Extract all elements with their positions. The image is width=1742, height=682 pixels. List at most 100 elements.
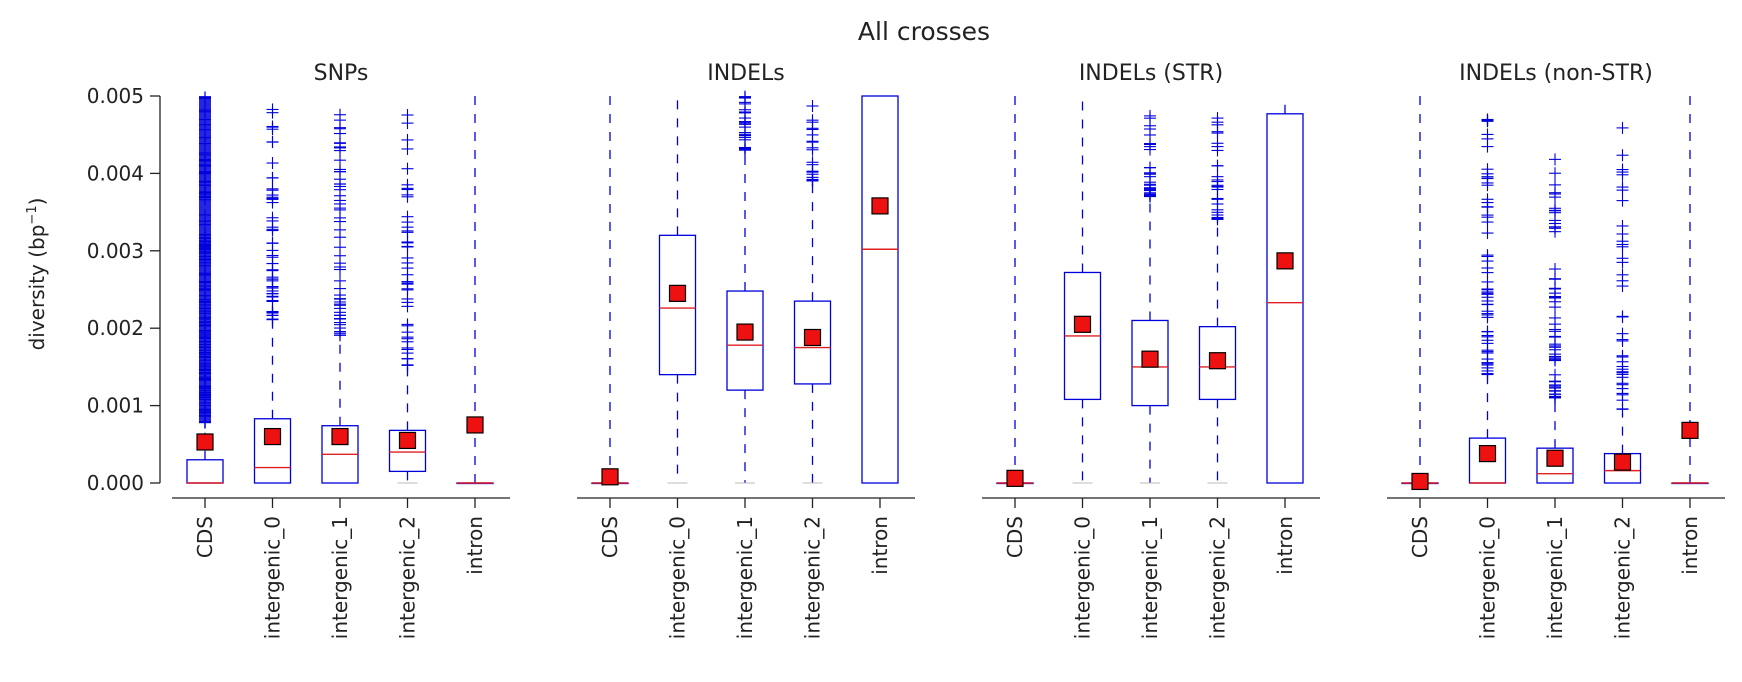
flier-dense-band xyxy=(199,96,211,423)
box-intergenic_1: intergenic_1 xyxy=(1536,153,1574,639)
box-iqr xyxy=(1536,447,1574,484)
panel-3: INDELs (non-STR) CDS intergenic_0 intergeni… xyxy=(1387,61,1725,639)
box-intron: intron xyxy=(456,96,494,575)
x-tick-label: intergenic_1 xyxy=(733,516,757,639)
mean-marker xyxy=(331,427,349,446)
panel-title: INDELs (non-STR) xyxy=(1459,61,1653,86)
mean-marker xyxy=(736,323,754,341)
panel-1: INDELs CDS intergenic_0 intergenic_1 interge… xyxy=(577,61,915,639)
box-intergenic_2: intergenic_2 xyxy=(388,109,427,639)
mean-marker xyxy=(1208,352,1227,370)
box-iqr xyxy=(253,418,292,484)
box-intergenic_0: intergenic_0 xyxy=(1468,113,1507,639)
x-tick-label: intergenic_1 xyxy=(1543,516,1567,639)
box-iqr xyxy=(1198,326,1237,401)
panel-2: INDELs (STR) CDS intergenic_0 intergenic_1 i… xyxy=(982,61,1320,639)
box-iqr xyxy=(793,300,832,385)
x-tick-label: intron xyxy=(1678,516,1702,575)
mean-marker xyxy=(1073,315,1092,333)
x-tick-label: intron xyxy=(463,516,487,575)
panel-title: INDELs xyxy=(707,61,785,86)
y-tick-label: 0.001 xyxy=(87,394,144,418)
fliers xyxy=(1481,113,1494,381)
box-intergenic_0: intergenic_0 xyxy=(253,103,292,639)
box-iqr xyxy=(186,459,224,484)
box-iqr xyxy=(861,95,899,484)
panel-0: SNPs CDS intergenic_0 intergenic_1 intergeni… xyxy=(172,61,510,639)
mean-marker xyxy=(1613,453,1632,471)
y-axis: 0.000 0.001 0.002 0.003 0.004 0.005 xyxy=(87,84,161,495)
fliers xyxy=(739,90,751,157)
mean-marker xyxy=(1141,350,1159,368)
box-intergenic_0: intergenic_0 xyxy=(658,96,697,639)
x-tick-label: intergenic_0 xyxy=(261,516,285,639)
mean-marker xyxy=(466,416,484,434)
box-CDS: CDS xyxy=(186,91,224,558)
x-tick-label: intergenic_1 xyxy=(328,516,352,639)
fliers xyxy=(1144,109,1156,203)
mean-marker xyxy=(1006,469,1024,487)
box-iqr xyxy=(658,234,697,376)
x-tick-label: intergenic_2 xyxy=(396,516,420,639)
fliers xyxy=(266,103,279,326)
x-tick-label: CDS xyxy=(193,516,217,558)
box-intergenic_1: intergenic_1 xyxy=(726,90,764,639)
box-CDS: CDS xyxy=(1401,96,1439,558)
fliers xyxy=(334,108,346,342)
box-iqr xyxy=(388,429,427,473)
fliers xyxy=(1211,112,1224,226)
box-iqr xyxy=(726,290,764,391)
x-tick-label: CDS xyxy=(1003,516,1027,558)
x-tick-label: intron xyxy=(1273,516,1297,575)
box-CDS: CDS xyxy=(996,96,1034,558)
x-tick-label: intergenic_0 xyxy=(1476,516,1500,639)
y-tick-label: 0.000 xyxy=(87,471,144,495)
panel-title: SNPs xyxy=(314,61,369,86)
x-tick-label: intron xyxy=(868,516,892,575)
box-intergenic_1: intergenic_1 xyxy=(321,108,359,639)
y-tick-label: 0.004 xyxy=(87,161,144,185)
fliers xyxy=(1549,153,1561,404)
box-intergenic_2: intergenic_2 xyxy=(1198,112,1237,639)
mean-marker xyxy=(803,328,822,347)
box-intergenic_2: intergenic_2 xyxy=(1603,121,1642,639)
mean-marker xyxy=(668,284,687,302)
mean-marker xyxy=(1681,421,1699,439)
x-tick-label: intergenic_2 xyxy=(1611,516,1635,639)
x-tick-label: intergenic_0 xyxy=(666,516,690,639)
box-CDS: CDS xyxy=(591,96,629,558)
y-tick-label: 0.003 xyxy=(87,239,144,263)
x-tick-label: CDS xyxy=(1408,516,1432,558)
x-tick-label: intergenic_1 xyxy=(1138,516,1162,639)
panels-group: 0.000 0.001 0.002 0.003 0.004 0.005 SNPs CDS int… xyxy=(87,61,1725,639)
box-intergenic_0: intergenic_0 xyxy=(1063,96,1102,639)
y-tick-label: 0.002 xyxy=(87,316,144,340)
box-intron: intron xyxy=(861,95,899,575)
box-iqr xyxy=(1131,319,1169,407)
y-tick-label: 0.005 xyxy=(87,84,144,108)
x-tick-label: intergenic_0 xyxy=(1071,516,1095,639)
mean-marker xyxy=(1411,472,1429,491)
box-intron: intron xyxy=(1266,96,1304,575)
x-tick-label: intergenic_2 xyxy=(1206,516,1230,639)
fliers xyxy=(199,91,211,429)
mean-marker xyxy=(1276,252,1294,270)
fliers xyxy=(806,100,819,187)
x-tick-label: CDS xyxy=(598,516,622,558)
mean-marker xyxy=(196,433,214,451)
fliers xyxy=(401,109,414,372)
y-axis-label: diversity (bp−1) xyxy=(25,198,49,351)
y-axis-label-main: diversity (bp xyxy=(25,225,49,351)
mean-marker xyxy=(601,468,619,486)
y-axis-label-close: ) xyxy=(25,198,49,206)
box-iqr xyxy=(1266,113,1304,484)
box-intron: intron xyxy=(1671,96,1709,575)
box-intergenic_1: intergenic_1 xyxy=(1131,109,1169,639)
figure-title: All crosses xyxy=(858,17,990,46)
mean-marker xyxy=(871,197,889,215)
mean-marker xyxy=(1546,449,1564,467)
y-axis-label-exponent: −1 xyxy=(25,205,40,224)
fliers xyxy=(1616,121,1629,416)
panel-title: INDELs (STR) xyxy=(1079,61,1223,86)
